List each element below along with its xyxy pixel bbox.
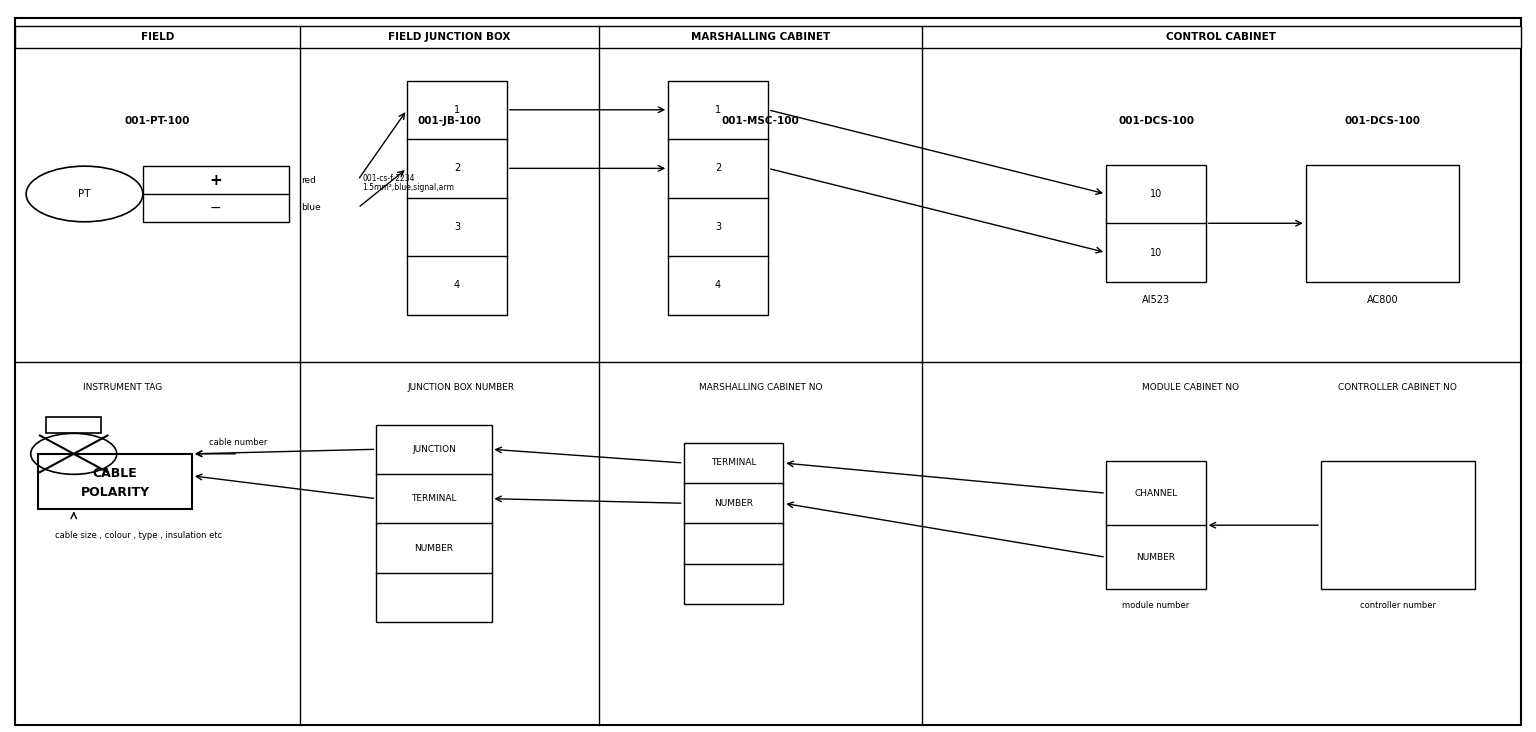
Text: 001-PT-100: 001-PT-100 xyxy=(124,116,190,126)
Text: controller number: controller number xyxy=(1359,601,1436,610)
Text: TERMINAL: TERMINAL xyxy=(711,458,756,468)
Text: NUMBER: NUMBER xyxy=(415,544,453,553)
Text: 4: 4 xyxy=(716,280,720,291)
Text: 001-DCS-100: 001-DCS-100 xyxy=(1118,116,1195,126)
Bar xyxy=(15,26,1521,48)
Text: JUNCTION: JUNCTION xyxy=(412,445,456,454)
Text: TERMINAL: TERMINAL xyxy=(412,494,456,503)
Text: 001-cs-f-2234: 001-cs-f-2234 xyxy=(362,174,415,183)
Text: 3: 3 xyxy=(455,222,459,232)
Text: MODULE CABINET NO: MODULE CABINET NO xyxy=(1141,384,1240,392)
Text: MARSHALLING CABINET: MARSHALLING CABINET xyxy=(691,31,829,42)
Text: −: − xyxy=(210,201,221,215)
Text: INSTRUMENTATION: INSTRUMENTATION xyxy=(1161,286,1296,299)
Text: cable number: cable number xyxy=(209,438,267,447)
Text: CHANNEL: CHANNEL xyxy=(1134,489,1178,498)
Text: 1: 1 xyxy=(455,105,459,115)
Text: 1.5mm²,blue,signal,arm: 1.5mm²,blue,signal,arm xyxy=(362,183,455,192)
Bar xyxy=(143,166,289,222)
Text: INSTRUMENT TAG: INSTRUMENT TAG xyxy=(83,384,163,392)
Text: INSTRUMENTATION: INSTRUMENTATION xyxy=(71,286,206,299)
Text: 10: 10 xyxy=(1150,247,1161,258)
Text: 10: 10 xyxy=(1150,189,1161,199)
Text: 2: 2 xyxy=(714,163,722,173)
Bar xyxy=(46,417,101,433)
Text: JUNCTION BOX NUMBER: JUNCTION BOX NUMBER xyxy=(407,384,515,392)
Text: FIELD JUNCTION BOX: FIELD JUNCTION BOX xyxy=(389,31,510,42)
Text: 001-MSC-100: 001-MSC-100 xyxy=(722,116,799,126)
Bar xyxy=(668,81,768,315)
Text: 3: 3 xyxy=(716,222,720,232)
Text: module number: module number xyxy=(1123,601,1189,610)
Text: 4: 4 xyxy=(455,280,459,291)
Bar xyxy=(376,425,492,622)
Text: 2: 2 xyxy=(453,163,461,173)
Text: CABLE: CABLE xyxy=(92,466,138,479)
Text: NUMBER: NUMBER xyxy=(1137,553,1175,561)
Text: AC800: AC800 xyxy=(1367,295,1398,305)
Bar xyxy=(38,454,192,509)
Text: CONTROLLER CABINET NO: CONTROLLER CABINET NO xyxy=(1338,384,1458,392)
Text: 1: 1 xyxy=(716,105,720,115)
Text: POLARITY: POLARITY xyxy=(80,486,151,498)
Text: CONTROL CABINET: CONTROL CABINET xyxy=(1166,31,1276,42)
Text: FIELD: FIELD xyxy=(141,31,174,42)
Text: +: + xyxy=(209,173,223,187)
Bar xyxy=(1106,461,1206,589)
Text: 001-DCS-100: 001-DCS-100 xyxy=(1344,116,1421,126)
Text: PT: PT xyxy=(78,189,91,199)
Bar xyxy=(1306,165,1459,282)
Text: NUMBER: NUMBER xyxy=(714,498,753,508)
Text: INSTRUMENTATION: INSTRUMENTATION xyxy=(685,286,820,299)
Text: red: red xyxy=(301,176,316,184)
Bar xyxy=(1106,165,1206,282)
Bar xyxy=(684,443,783,604)
Bar xyxy=(407,81,507,315)
Text: INSTRUMENTATION: INSTRUMENTATION xyxy=(685,528,820,541)
Text: 001-JB-100: 001-JB-100 xyxy=(418,116,481,126)
Text: cable size , colour , type , insulation etc: cable size , colour , type , insulation … xyxy=(55,531,221,540)
Bar xyxy=(1321,461,1475,589)
Text: MARSHALLING CABINET NO: MARSHALLING CABINET NO xyxy=(699,384,822,392)
Text: INSTRUMENTATION: INSTRUMENTATION xyxy=(1161,528,1296,541)
Text: blue: blue xyxy=(301,203,321,212)
Text: AI523: AI523 xyxy=(1141,295,1170,305)
